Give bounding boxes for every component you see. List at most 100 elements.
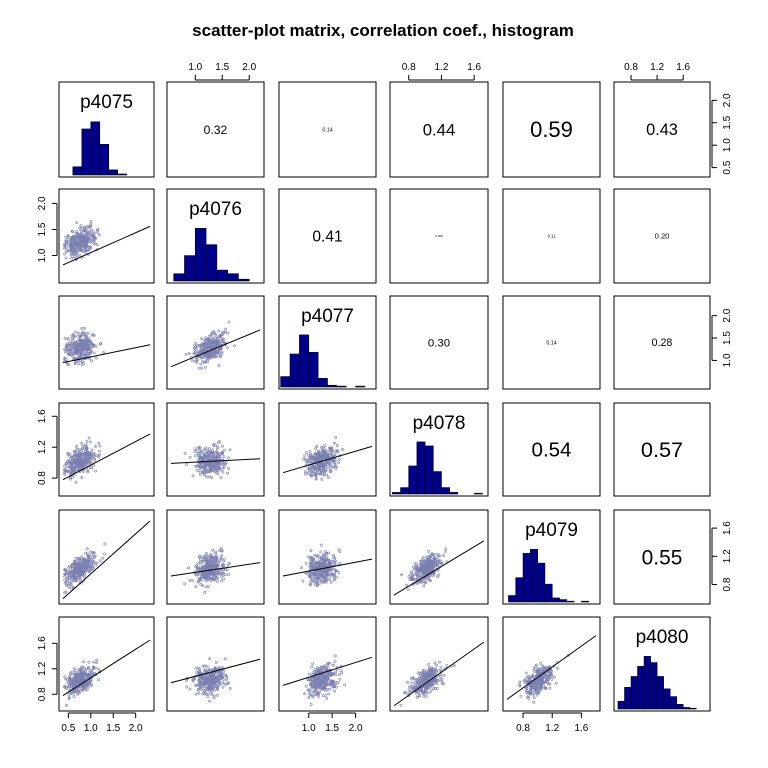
scatter-point: [88, 466, 92, 470]
scatter-point: [72, 356, 76, 360]
scatter-point: [221, 450, 224, 454]
correlation-coefficient: 0.55: [642, 546, 683, 569]
panel-p4076-p4080: 0.20: [613, 188, 711, 284]
scatter-point: [78, 234, 82, 238]
scatter-point: [73, 449, 76, 453]
scatter-point: [81, 238, 85, 241]
scatter-point: [75, 244, 79, 247]
tick-label: 1.6: [37, 409, 48, 423]
scatter-point: [209, 339, 213, 343]
scatter-point: [317, 456, 321, 460]
correlation-coefficient: 0.59: [530, 117, 573, 142]
scatter-point: [211, 341, 215, 345]
panel-border: [502, 402, 601, 497]
scatter-point: [219, 355, 222, 358]
panel-p4078-p4076: [166, 402, 265, 497]
scatter-point: [75, 233, 79, 236]
panel-border: [389, 188, 489, 284]
scatter-point: [63, 468, 67, 471]
scatter-point: [216, 472, 220, 476]
scatter-point: [75, 447, 79, 451]
scatter-point: [74, 241, 78, 245]
tick-label: 1.2: [545, 723, 559, 734]
tick-label: 1.2: [37, 440, 48, 454]
scatter-point: [219, 342, 223, 346]
scatter-point: [227, 467, 230, 470]
panel-border: [613, 188, 711, 284]
correlation-coefficient: 0.28: [652, 337, 673, 349]
scatter-point: [80, 331, 84, 335]
scatter-point: [84, 229, 88, 233]
scatter-point: [63, 243, 67, 247]
panel-border: [278, 81, 377, 178]
histogram-bar: [99, 144, 110, 176]
histogram-bar: [205, 244, 218, 282]
scatter-point: [92, 453, 96, 457]
histogram-bar: [355, 385, 366, 388]
scatter-point: [63, 578, 67, 582]
scatter-point: [337, 457, 341, 461]
scatter-point: [80, 338, 84, 342]
histogram-bar: [656, 676, 664, 710]
scatter-point: [216, 441, 220, 445]
scatter-point: [90, 448, 94, 452]
scatter-point: [202, 448, 206, 452]
regression-line: [282, 445, 373, 474]
panel-p4076-p4076: p4076: [166, 188, 265, 284]
scatter-point: [78, 253, 82, 257]
scatter-point: [208, 475, 212, 479]
scatter-point: [90, 466, 94, 470]
scatter-point: [304, 460, 308, 464]
scatter-point: [341, 447, 344, 451]
scatter-point: [228, 448, 232, 452]
scatter-point: [87, 455, 90, 459]
regression-line: [62, 433, 151, 481]
scatter-point: [71, 230, 75, 233]
correlation-coefficient: 0.14: [546, 340, 556, 346]
scatter-point: [199, 449, 202, 453]
tick-label: 1.0: [302, 723, 316, 734]
histogram-bar: [449, 492, 459, 495]
panel-border: [58, 295, 155, 390]
scatter-point: [91, 229, 95, 233]
scatter-point: [193, 343, 197, 347]
scatter-point: [316, 466, 320, 470]
tick-label: 0.8: [37, 471, 48, 485]
scatter-point: [94, 563, 97, 567]
scatter-point: [77, 331, 80, 335]
panel-p4076-p4078: 0.005: [389, 188, 489, 284]
scatter-point: [74, 464, 77, 468]
scatter-point: [328, 470, 332, 473]
scatter-point: [87, 436, 91, 440]
scatter-point: [65, 462, 69, 466]
scatter-point: [67, 244, 71, 248]
scatter-point: [67, 343, 71, 347]
scatter-point: [94, 445, 97, 448]
scatter-point: [306, 458, 310, 461]
correlation-coefficient: 0.20: [655, 232, 670, 241]
scatter-point: [86, 231, 90, 235]
scatter-point: [93, 457, 97, 461]
scatter-point: [96, 228, 100, 232]
correlation-coefficient: 0.41: [312, 228, 342, 245]
scatter-point: [72, 247, 76, 251]
histogram-bar: [508, 595, 517, 603]
panel-p4076-p4079: 0.11: [502, 188, 601, 284]
histogram-bar: [194, 228, 207, 282]
scatter-point: [92, 351, 96, 355]
scatter-point: [198, 351, 201, 355]
scatter-point: [89, 228, 93, 232]
scatter-point: [233, 344, 236, 348]
histogram-bar: [643, 656, 651, 710]
histogram-bar: [551, 597, 560, 603]
scatter-point: [85, 239, 89, 243]
scatter-point: [90, 333, 94, 337]
scatter-point: [66, 460, 70, 464]
scatter-point: [84, 453, 88, 456]
scatter-point: [187, 352, 191, 356]
tick-label: 1.6: [574, 723, 588, 734]
scatter-point: [219, 475, 223, 479]
panel-border: [613, 402, 711, 497]
scatter-point: [206, 359, 210, 363]
